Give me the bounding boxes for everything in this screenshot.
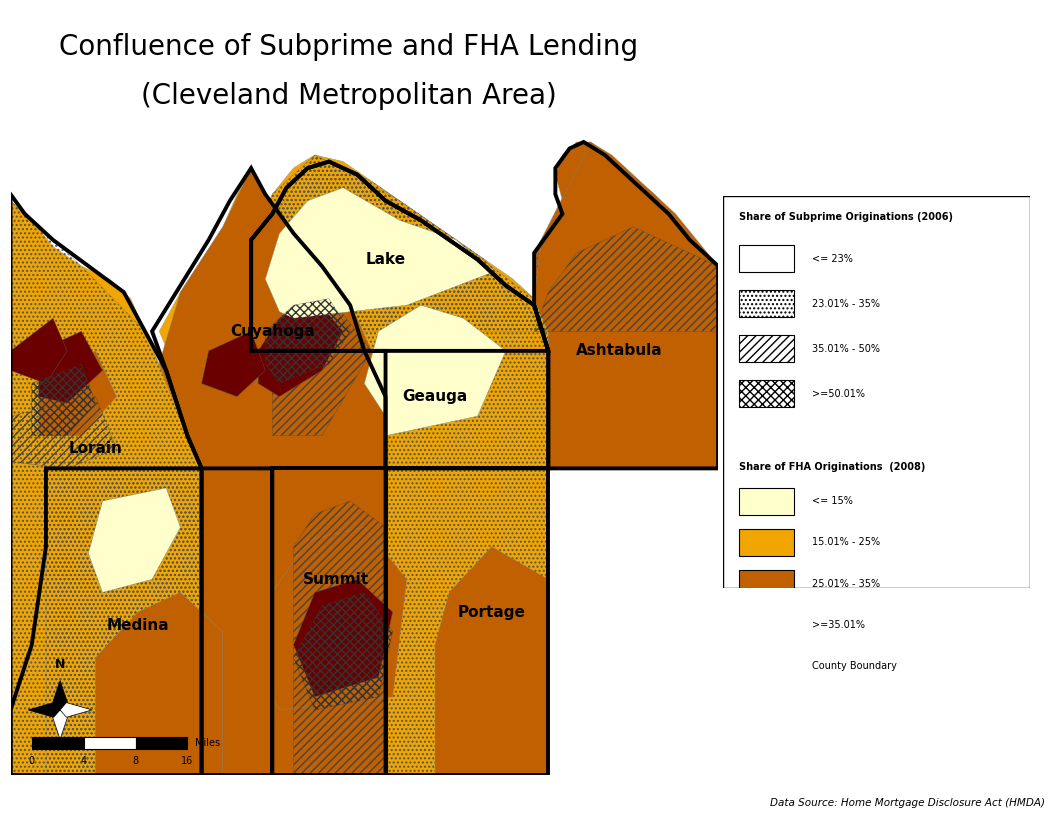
Polygon shape xyxy=(46,468,272,775)
Text: Share of FHA Originations  (2008): Share of FHA Originations (2008) xyxy=(739,462,925,472)
Bar xyxy=(739,488,794,515)
Text: Ashtabula: Ashtabula xyxy=(576,344,662,358)
Text: <= 23%: <= 23% xyxy=(812,254,853,264)
Bar xyxy=(739,529,794,557)
Bar xyxy=(135,738,188,749)
Text: N: N xyxy=(55,658,65,671)
Polygon shape xyxy=(95,592,223,775)
Polygon shape xyxy=(89,488,181,592)
Bar xyxy=(739,380,794,407)
Polygon shape xyxy=(39,351,117,436)
Text: Lorain: Lorain xyxy=(69,441,122,456)
Bar xyxy=(739,335,794,362)
Text: Lake: Lake xyxy=(365,252,406,267)
Text: 16: 16 xyxy=(182,756,193,765)
Text: 15.01% - 25%: 15.01% - 25% xyxy=(812,538,881,548)
Polygon shape xyxy=(385,468,548,775)
Text: 0: 0 xyxy=(29,756,35,765)
Polygon shape xyxy=(265,188,492,318)
Text: >=35.01%: >=35.01% xyxy=(812,619,865,630)
Text: Share of Subprime Originations (2006): Share of Subprime Originations (2006) xyxy=(739,211,953,221)
Polygon shape xyxy=(259,299,343,397)
Text: Cuyahoga: Cuyahoga xyxy=(230,324,315,339)
Text: >=50.01%: >=50.01% xyxy=(812,388,865,399)
Polygon shape xyxy=(39,331,102,403)
Bar xyxy=(739,611,794,638)
Text: 35.01% - 50%: 35.01% - 50% xyxy=(812,344,880,353)
Text: 4: 4 xyxy=(80,756,87,765)
Polygon shape xyxy=(251,155,548,468)
Text: Confluence of Subprime and FHA Lending: Confluence of Subprime and FHA Lending xyxy=(59,33,638,60)
Text: Portage: Portage xyxy=(457,605,526,619)
Polygon shape xyxy=(52,710,68,739)
Text: (Cleveland Metropolitan Area): (Cleveland Metropolitan Area) xyxy=(140,82,557,109)
Polygon shape xyxy=(272,527,407,710)
Polygon shape xyxy=(29,703,60,717)
Text: Geauga: Geauga xyxy=(402,389,468,404)
Polygon shape xyxy=(534,142,718,468)
Bar xyxy=(83,738,135,749)
Text: County Boundary: County Boundary xyxy=(812,661,897,671)
Polygon shape xyxy=(202,331,265,397)
Polygon shape xyxy=(11,318,68,384)
Text: Data Source: Home Mortgage Disclosure Act (HMDA): Data Source: Home Mortgage Disclosure Ac… xyxy=(771,798,1045,808)
Polygon shape xyxy=(159,168,385,775)
Polygon shape xyxy=(534,142,718,468)
Text: <= 15%: <= 15% xyxy=(812,496,853,507)
Polygon shape xyxy=(159,168,385,775)
Text: 25.01% - 35%: 25.01% - 35% xyxy=(812,579,881,588)
Text: 8: 8 xyxy=(132,756,138,765)
Polygon shape xyxy=(435,547,548,775)
FancyBboxPatch shape xyxy=(723,196,1030,588)
Text: Summit: Summit xyxy=(303,572,370,587)
Bar xyxy=(739,245,794,273)
Polygon shape xyxy=(52,681,68,710)
Polygon shape xyxy=(294,579,393,697)
Bar xyxy=(739,290,794,317)
Polygon shape xyxy=(251,155,548,331)
Bar xyxy=(739,570,794,597)
Text: Medina: Medina xyxy=(107,618,169,632)
Text: 23.01% - 35%: 23.01% - 35% xyxy=(812,299,880,308)
Polygon shape xyxy=(364,305,506,436)
Bar xyxy=(32,738,83,749)
Polygon shape xyxy=(272,468,385,775)
Text: Miles: Miles xyxy=(194,738,220,748)
Bar xyxy=(739,652,794,680)
Polygon shape xyxy=(11,201,202,775)
Polygon shape xyxy=(60,703,92,717)
